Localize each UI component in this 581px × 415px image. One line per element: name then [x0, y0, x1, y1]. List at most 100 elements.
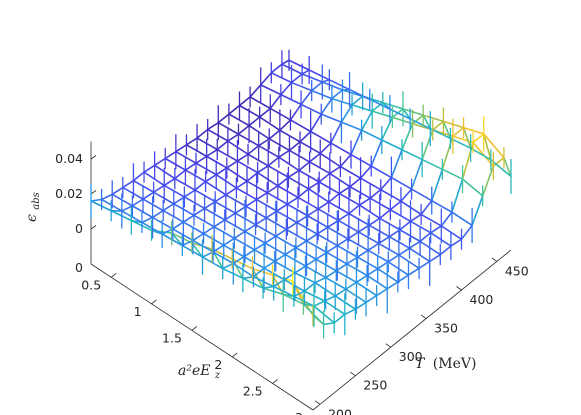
- mesh-segment: [259, 107, 271, 118]
- mesh-segment: [330, 142, 352, 156]
- mesh-segment: [301, 69, 310, 75]
- mesh-segment: [192, 232, 204, 242]
- mesh-segment: [174, 177, 196, 191]
- mesh-segment: [314, 276, 327, 284]
- mesh-segment: [431, 199, 453, 213]
- mesh-segment: [254, 242, 266, 251]
- mesh-segment: [439, 245, 452, 256]
- mesh-segment: [132, 171, 145, 182]
- mesh-segment: [472, 133, 485, 144]
- mesh-segment: [290, 119, 312, 133]
- mesh-segment: [204, 200, 216, 210]
- mesh-segment: [421, 129, 434, 160]
- mesh-segment: [173, 196, 185, 205]
- mesh-segment: [281, 59, 290, 65]
- mesh-segment: [356, 274, 368, 283]
- mesh-segment: [346, 256, 358, 265]
- mesh-segment: [429, 127, 451, 140]
- mesh-segment: [310, 130, 332, 144]
- mesh-segment: [315, 251, 328, 260]
- mesh-segment: [419, 232, 432, 242]
- mesh-segment: [317, 201, 330, 210]
- mesh-segment: [442, 121, 452, 139]
- mesh-segment: [288, 59, 310, 71]
- mesh-segment: [228, 104, 241, 115]
- mesh-segment: [291, 73, 303, 84]
- mesh-segment: [268, 129, 281, 140]
- mesh-segment: [202, 251, 214, 258]
- mesh-segment: [235, 180, 248, 189]
- mesh-segment: [203, 226, 215, 235]
- e-tick-label: 3: [295, 410, 303, 415]
- mesh-segment: [214, 194, 227, 203]
- mesh-segment: [389, 108, 411, 120]
- mesh-segment: [387, 254, 400, 263]
- mesh-segment: [345, 281, 357, 290]
- mesh-segment: [122, 180, 134, 189]
- mesh-segment: [338, 186, 351, 195]
- mesh-segment: [360, 110, 373, 131]
- mesh-segment: [248, 116, 261, 127]
- mesh-segment: [381, 117, 394, 141]
- mesh-segment: [232, 255, 245, 265]
- mesh-segment: [154, 157, 166, 166]
- mesh-segment: [408, 267, 420, 276]
- mesh-segment: [311, 81, 323, 92]
- mesh-segment: [319, 142, 332, 154]
- mesh-segment: [247, 145, 260, 155]
- e-tick-mark: [191, 326, 198, 331]
- mesh-segment: [233, 230, 246, 240]
- mesh-segment: [348, 204, 361, 215]
- mesh-segment: [410, 220, 432, 234]
- mesh-segment: [222, 262, 234, 270]
- mesh-segment: [212, 244, 225, 253]
- mesh-segment: [237, 124, 250, 135]
- mesh-segment: [388, 229, 401, 238]
- mesh-segment: [224, 212, 236, 221]
- mesh-segment: [264, 235, 277, 244]
- mesh-segment: [366, 267, 379, 277]
- mesh-segment: [452, 135, 474, 144]
- mesh-segment: [382, 101, 404, 110]
- mesh-segment: [483, 133, 505, 159]
- mesh-segment: [377, 261, 389, 270]
- mesh-segment: [213, 219, 226, 228]
- t-tick-label: 200: [328, 406, 352, 415]
- mesh-segment: [360, 177, 382, 191]
- mesh-segment: [231, 258, 253, 270]
- mesh-segment: [172, 221, 184, 230]
- mesh-segment: [451, 178, 464, 213]
- mesh-segment: [341, 121, 362, 131]
- mesh-segment: [412, 114, 424, 125]
- mesh-segment: [163, 177, 176, 187]
- mesh-segment: [297, 196, 319, 210]
- mesh-segment: [279, 129, 301, 143]
- mesh-segment: [400, 188, 413, 202]
- mesh-segment: [162, 203, 175, 212]
- z-axis-label: ϵ abs: [24, 192, 42, 222]
- mesh-segment: [306, 233, 318, 242]
- mesh-segment: [460, 224, 473, 240]
- mesh-segment: [287, 169, 300, 178]
- mesh-segment: [228, 113, 250, 127]
- mesh-segment: [399, 220, 412, 231]
- mesh-segment: [207, 121, 219, 131]
- mesh-segment: [422, 114, 444, 123]
- mesh-segment: [313, 300, 325, 307]
- mesh-segment: [121, 205, 133, 212]
- mesh-segment: [337, 212, 350, 222]
- mesh-segment: [308, 181, 320, 190]
- mesh-segment: [490, 159, 512, 178]
- e-tick-label: 1: [134, 304, 142, 319]
- mesh-segment: [216, 148, 238, 162]
- mesh-segment: [442, 168, 463, 180]
- mesh-segment: [288, 141, 301, 152]
- mesh-segment: [329, 79, 350, 91]
- e-tick-mark: [232, 352, 238, 358]
- mesh-segment: [429, 253, 441, 263]
- mesh-segment: [328, 192, 340, 203]
- mesh-segment: [450, 137, 471, 149]
- mesh-segment: [432, 120, 444, 131]
- mesh-segment: [246, 171, 259, 182]
- t-tick-label: 250: [363, 378, 387, 393]
